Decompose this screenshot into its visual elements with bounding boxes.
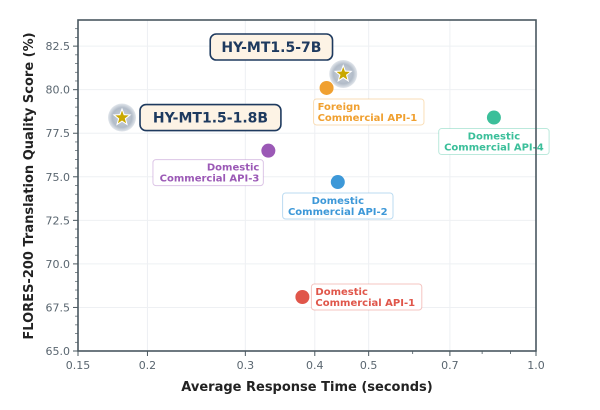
y-tick-label: 67.5 xyxy=(46,301,71,314)
points: HY-MT1.5-7BHY-MT1.5-1.8BForeignCommercia… xyxy=(108,33,550,311)
point-label-line1: Domestic xyxy=(315,287,368,298)
x-tick-label: 0.5 xyxy=(360,359,378,372)
x-tick-label: 0.15 xyxy=(66,359,91,372)
label-box xyxy=(152,159,264,187)
y-tick-label: 82.5 xyxy=(46,40,71,53)
point-marker xyxy=(486,110,501,125)
star-marker-icon xyxy=(115,110,129,124)
point-label: HY-MT1.5-1.8B xyxy=(153,111,268,127)
point-marker xyxy=(330,175,345,190)
x-tick-label: 1.0 xyxy=(527,359,545,372)
point-label-line2: Commercial API-2 xyxy=(288,207,388,218)
label-box xyxy=(313,98,425,126)
star-marker-icon xyxy=(336,67,350,80)
label-box xyxy=(282,192,394,220)
point-label-line2: Commercial API-4 xyxy=(444,143,544,154)
x-ticks: 0.15 0.2 0.3 0.4 0.5 0.7 1.0 xyxy=(66,351,545,372)
label-box xyxy=(438,128,550,156)
point-marker xyxy=(261,143,276,158)
point-label-line1: Domestic xyxy=(468,132,521,143)
x-tick-label: 0.3 xyxy=(237,359,255,372)
point-label-line2: Commercial API-3 xyxy=(160,174,260,185)
y-tick-label: 75.0 xyxy=(46,171,71,184)
label-box xyxy=(209,33,334,61)
y-ticks: 65.0 67.5 70.0 72.5 75.0 77.5 80.0 82.5 xyxy=(46,28,78,358)
point-marker xyxy=(295,289,310,304)
x-tick-label: 0.7 xyxy=(441,359,459,372)
y-tick-label: 80.0 xyxy=(46,84,71,97)
point-label-line1: Foreign xyxy=(318,102,361,113)
point-label-line2: Commercial API-1 xyxy=(315,298,415,309)
label-box xyxy=(139,103,282,132)
point-label: HY-MT1.5-7B xyxy=(221,40,321,56)
point-marker xyxy=(319,80,334,95)
x-axis-title: Average Response Time (seconds) xyxy=(181,380,432,395)
x-tick-label: 0.4 xyxy=(306,359,324,372)
point-label-line1: Domestic xyxy=(312,196,365,207)
y-tick-label: 65.0 xyxy=(46,345,71,358)
label-box xyxy=(310,283,423,311)
y-tick-label: 70.0 xyxy=(46,258,71,271)
point-label-line2: Commercial API-1 xyxy=(318,113,418,124)
data-point: HY-MT1.5-1.8B xyxy=(108,103,282,132)
y-tick-label: 72.5 xyxy=(46,214,71,227)
x-tick-label: 0.2 xyxy=(139,359,157,372)
y-tick-label: 77.5 xyxy=(46,127,71,140)
y-axis-title: FLORES-200 Translation Quality Score (%) xyxy=(22,32,37,339)
point-label-line1: Domestic xyxy=(207,163,260,174)
data-point: HY-MT1.5-7B xyxy=(209,33,358,89)
